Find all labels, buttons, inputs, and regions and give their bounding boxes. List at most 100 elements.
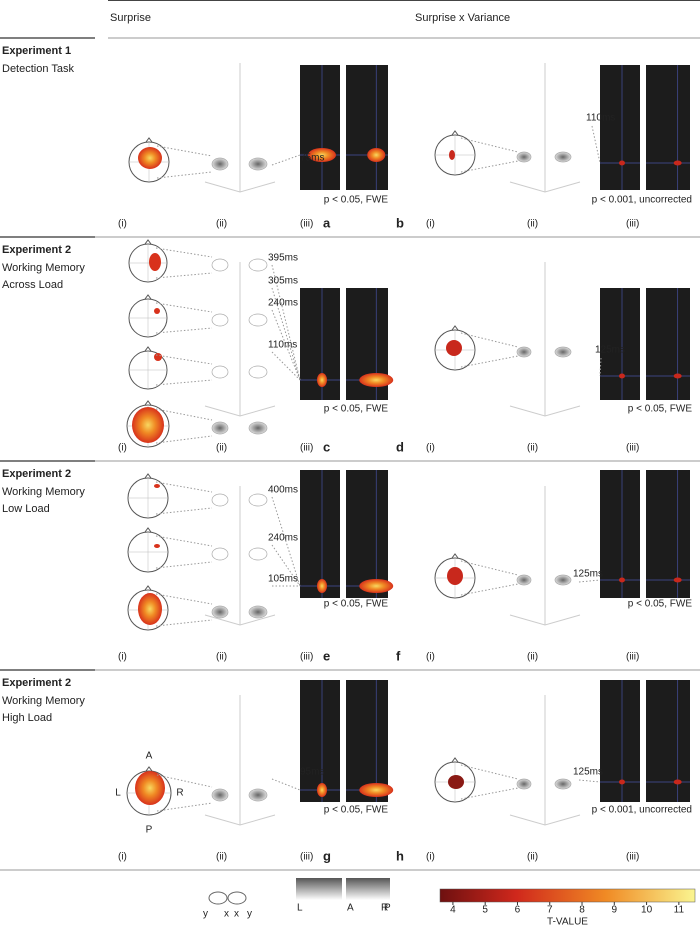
latency-label: 110ms [268, 340, 297, 351]
activation [359, 783, 394, 797]
projection-guide [155, 535, 213, 569]
activation [154, 544, 160, 548]
colorbar [439, 888, 696, 903]
axis-label: y [203, 909, 208, 920]
glass-brain [248, 605, 268, 619]
latency-label: 400ms [268, 485, 298, 496]
nose [145, 766, 153, 772]
subpanel-label: (iii) [300, 652, 313, 663]
colorbar-tick-label: 4 [450, 905, 456, 916]
image-panel [646, 470, 690, 598]
activation [673, 373, 682, 379]
stat-label: p < 0.001, uncorrected [592, 195, 692, 206]
glass-brain [248, 493, 268, 507]
latency-label: 305ms [268, 276, 298, 287]
projection-guide [155, 302, 213, 334]
glass-brain [248, 547, 268, 561]
nose [144, 527, 152, 533]
projection-guide [156, 774, 213, 812]
scale-label: R [381, 903, 388, 914]
activation [673, 160, 682, 166]
gray-scale [296, 878, 342, 900]
glass-brain [248, 421, 268, 435]
panel-letter: d [396, 439, 404, 454]
projection-axis [509, 814, 581, 826]
nose [144, 294, 152, 300]
activation [619, 577, 625, 583]
image-panel [300, 680, 340, 802]
column-title: Surprise x Variance [415, 12, 510, 24]
subpanel-label: (iii) [626, 443, 639, 454]
projection-guide [460, 764, 519, 800]
image-panel [300, 65, 340, 190]
latency-label: 75ms [300, 153, 324, 164]
latency-label: 125ms [595, 345, 625, 356]
projection-axis [204, 814, 276, 826]
nose [144, 239, 152, 245]
subpanel-label: (i) [118, 652, 127, 663]
image-panel [346, 470, 388, 598]
glass-brain [211, 493, 229, 507]
subpanel-label: (ii) [527, 443, 538, 454]
experiment-label: Experiment 2 [2, 468, 71, 480]
panel-letter: c [323, 439, 330, 454]
glass-brain [211, 547, 229, 561]
activation [673, 779, 682, 785]
stat-label: p < 0.05, FWE [324, 805, 389, 816]
colorbar-tick-label: 6 [515, 905, 521, 916]
glass-brain [211, 788, 229, 802]
orientation-label: L [115, 788, 121, 799]
experiment-label: Experiment 2 [2, 677, 71, 689]
activation [154, 353, 162, 361]
activation [149, 253, 161, 271]
latency-label: 125ms [573, 569, 603, 580]
nose [451, 325, 459, 331]
activation [619, 373, 625, 379]
axis-label: x [224, 909, 229, 920]
colorbar-tick-label: 8 [579, 905, 585, 916]
projection-axis [204, 614, 276, 626]
activation [448, 775, 464, 789]
orientation-label: A [146, 751, 153, 762]
axis-label: y [247, 909, 252, 920]
subpanel-label: (ii) [216, 652, 227, 663]
subpanel-label: (ii) [527, 852, 538, 863]
projection-guide [460, 332, 519, 368]
gray-scale [346, 878, 390, 900]
glass-brain [516, 778, 532, 790]
latency-label: 240ms [268, 533, 298, 544]
task-label: Low Load [2, 503, 50, 515]
subpanel-label: (ii) [216, 852, 227, 863]
glass-brain [211, 313, 229, 327]
activation [308, 148, 336, 162]
panel-letter: h [396, 848, 404, 863]
subpanel-label: (i) [426, 443, 435, 454]
stat-label: p < 0.05, FWE [628, 599, 693, 610]
activation [317, 783, 327, 797]
task-label: Working Memory [2, 695, 85, 707]
projection-guide [156, 145, 213, 179]
scale-label: L [297, 903, 303, 914]
glass-brain [211, 258, 229, 272]
task-label: High Load [2, 712, 52, 724]
stat-label: p < 0.001, uncorrected [592, 805, 692, 816]
nose [451, 553, 459, 559]
subpanel-label: (i) [426, 652, 435, 663]
panel-letter: f [396, 648, 401, 663]
subpanel-label: (iii) [626, 652, 639, 663]
latency-label: 110ms [586, 113, 615, 124]
activation [447, 567, 463, 585]
glass-brain [211, 157, 229, 171]
colorbar-tick-label: 9 [612, 905, 618, 916]
experiment-label: Experiment 2 [2, 244, 71, 256]
latency-guide [578, 779, 601, 783]
glass-brain [211, 421, 229, 435]
glass-brain [211, 365, 229, 379]
glass-brain [554, 346, 572, 358]
subpanel-label: (iii) [626, 219, 639, 230]
colorbar-tick-label: 7 [547, 905, 553, 916]
projection-guide [155, 481, 213, 515]
activation [154, 308, 160, 314]
latency-label: 95ms [300, 767, 324, 778]
projection-guide [460, 560, 519, 596]
